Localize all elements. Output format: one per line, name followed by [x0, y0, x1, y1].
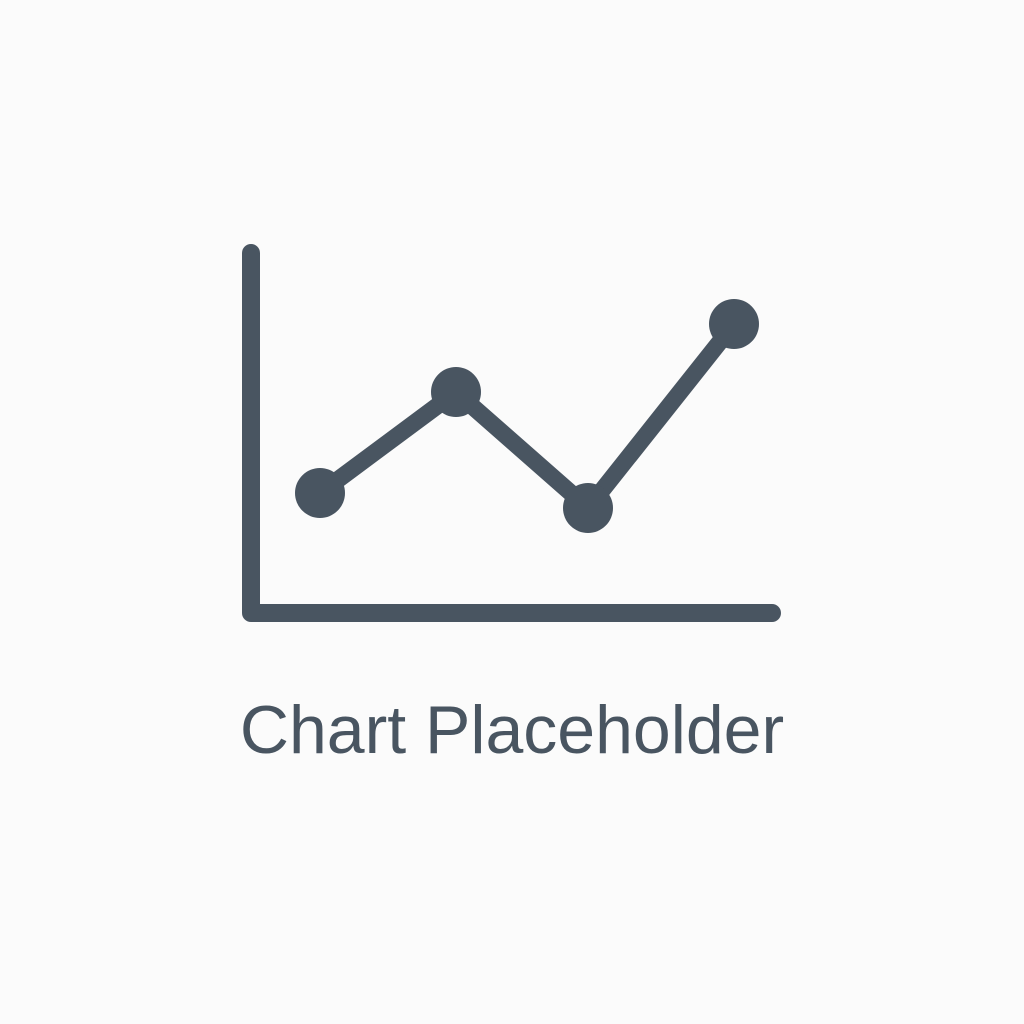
axes: [242, 244, 781, 622]
point-4: [709, 299, 759, 349]
point-1: [295, 468, 345, 518]
trend-line: [311, 315, 743, 517]
placeholder-label: Chart Placeholder: [239, 692, 785, 768]
point-2: [431, 367, 481, 417]
point-3: [563, 483, 613, 533]
